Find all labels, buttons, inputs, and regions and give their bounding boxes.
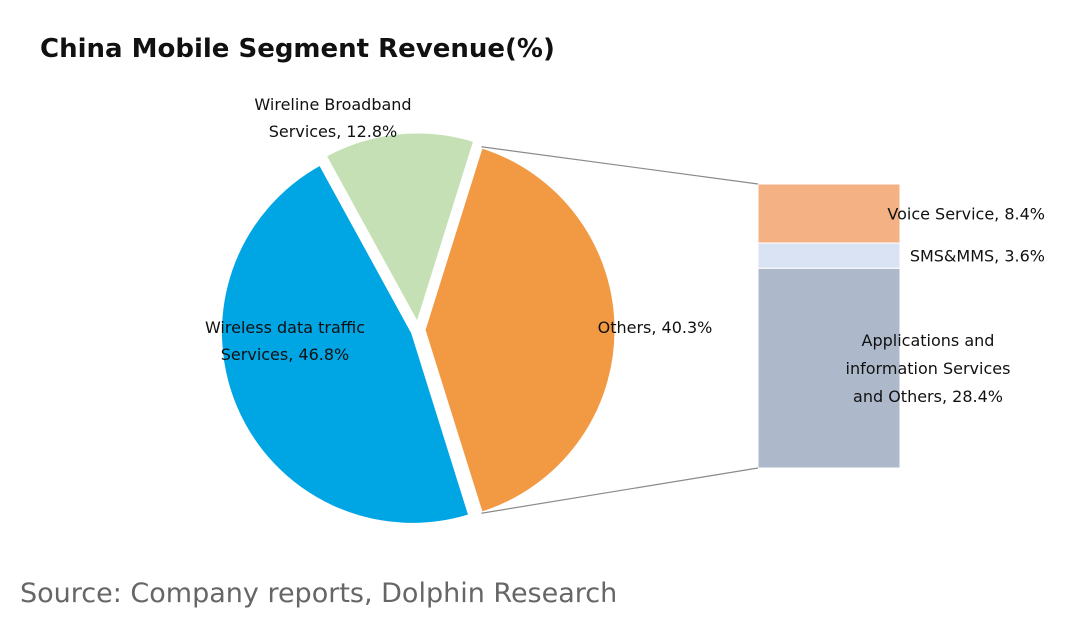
source-note: Source: Company reports, Dolphin Researc…	[20, 578, 618, 609]
breakdown-label-sms-mms: SMS&MMS, 3.6%	[910, 247, 1045, 266]
slice-label-others: Others, 40.3%	[598, 318, 713, 337]
breakdown-label-voice-service: Voice Service, 8.4%	[887, 205, 1045, 224]
pie-slice-others	[422, 144, 618, 516]
breakdown-bar-applications-and-information-services-and-others	[757, 267, 901, 469]
chart-title: China Mobile Segment Revenue(%)	[40, 34, 555, 64]
breakdown-label-applications-and-information-services-and-others: Applications and information Services and …	[846, 331, 1011, 406]
connector-line-top	[481, 146, 759, 185]
breakdown-bar-voice-service	[757, 183, 901, 244]
slice-label-wireless-data-traffic-services: Wireless data traffic Services, 46.8%	[205, 318, 365, 364]
slice-label-wireline-broadband-services: Wireline Broadband Services, 12.8%	[254, 95, 411, 141]
connector-line-bottom	[481, 467, 759, 514]
pie-slice-wireline-broadband-services	[323, 130, 477, 328]
breakdown-bar-sms-mms	[757, 242, 901, 269]
pie-slice-wireless-data-traffic-services	[218, 161, 472, 526]
